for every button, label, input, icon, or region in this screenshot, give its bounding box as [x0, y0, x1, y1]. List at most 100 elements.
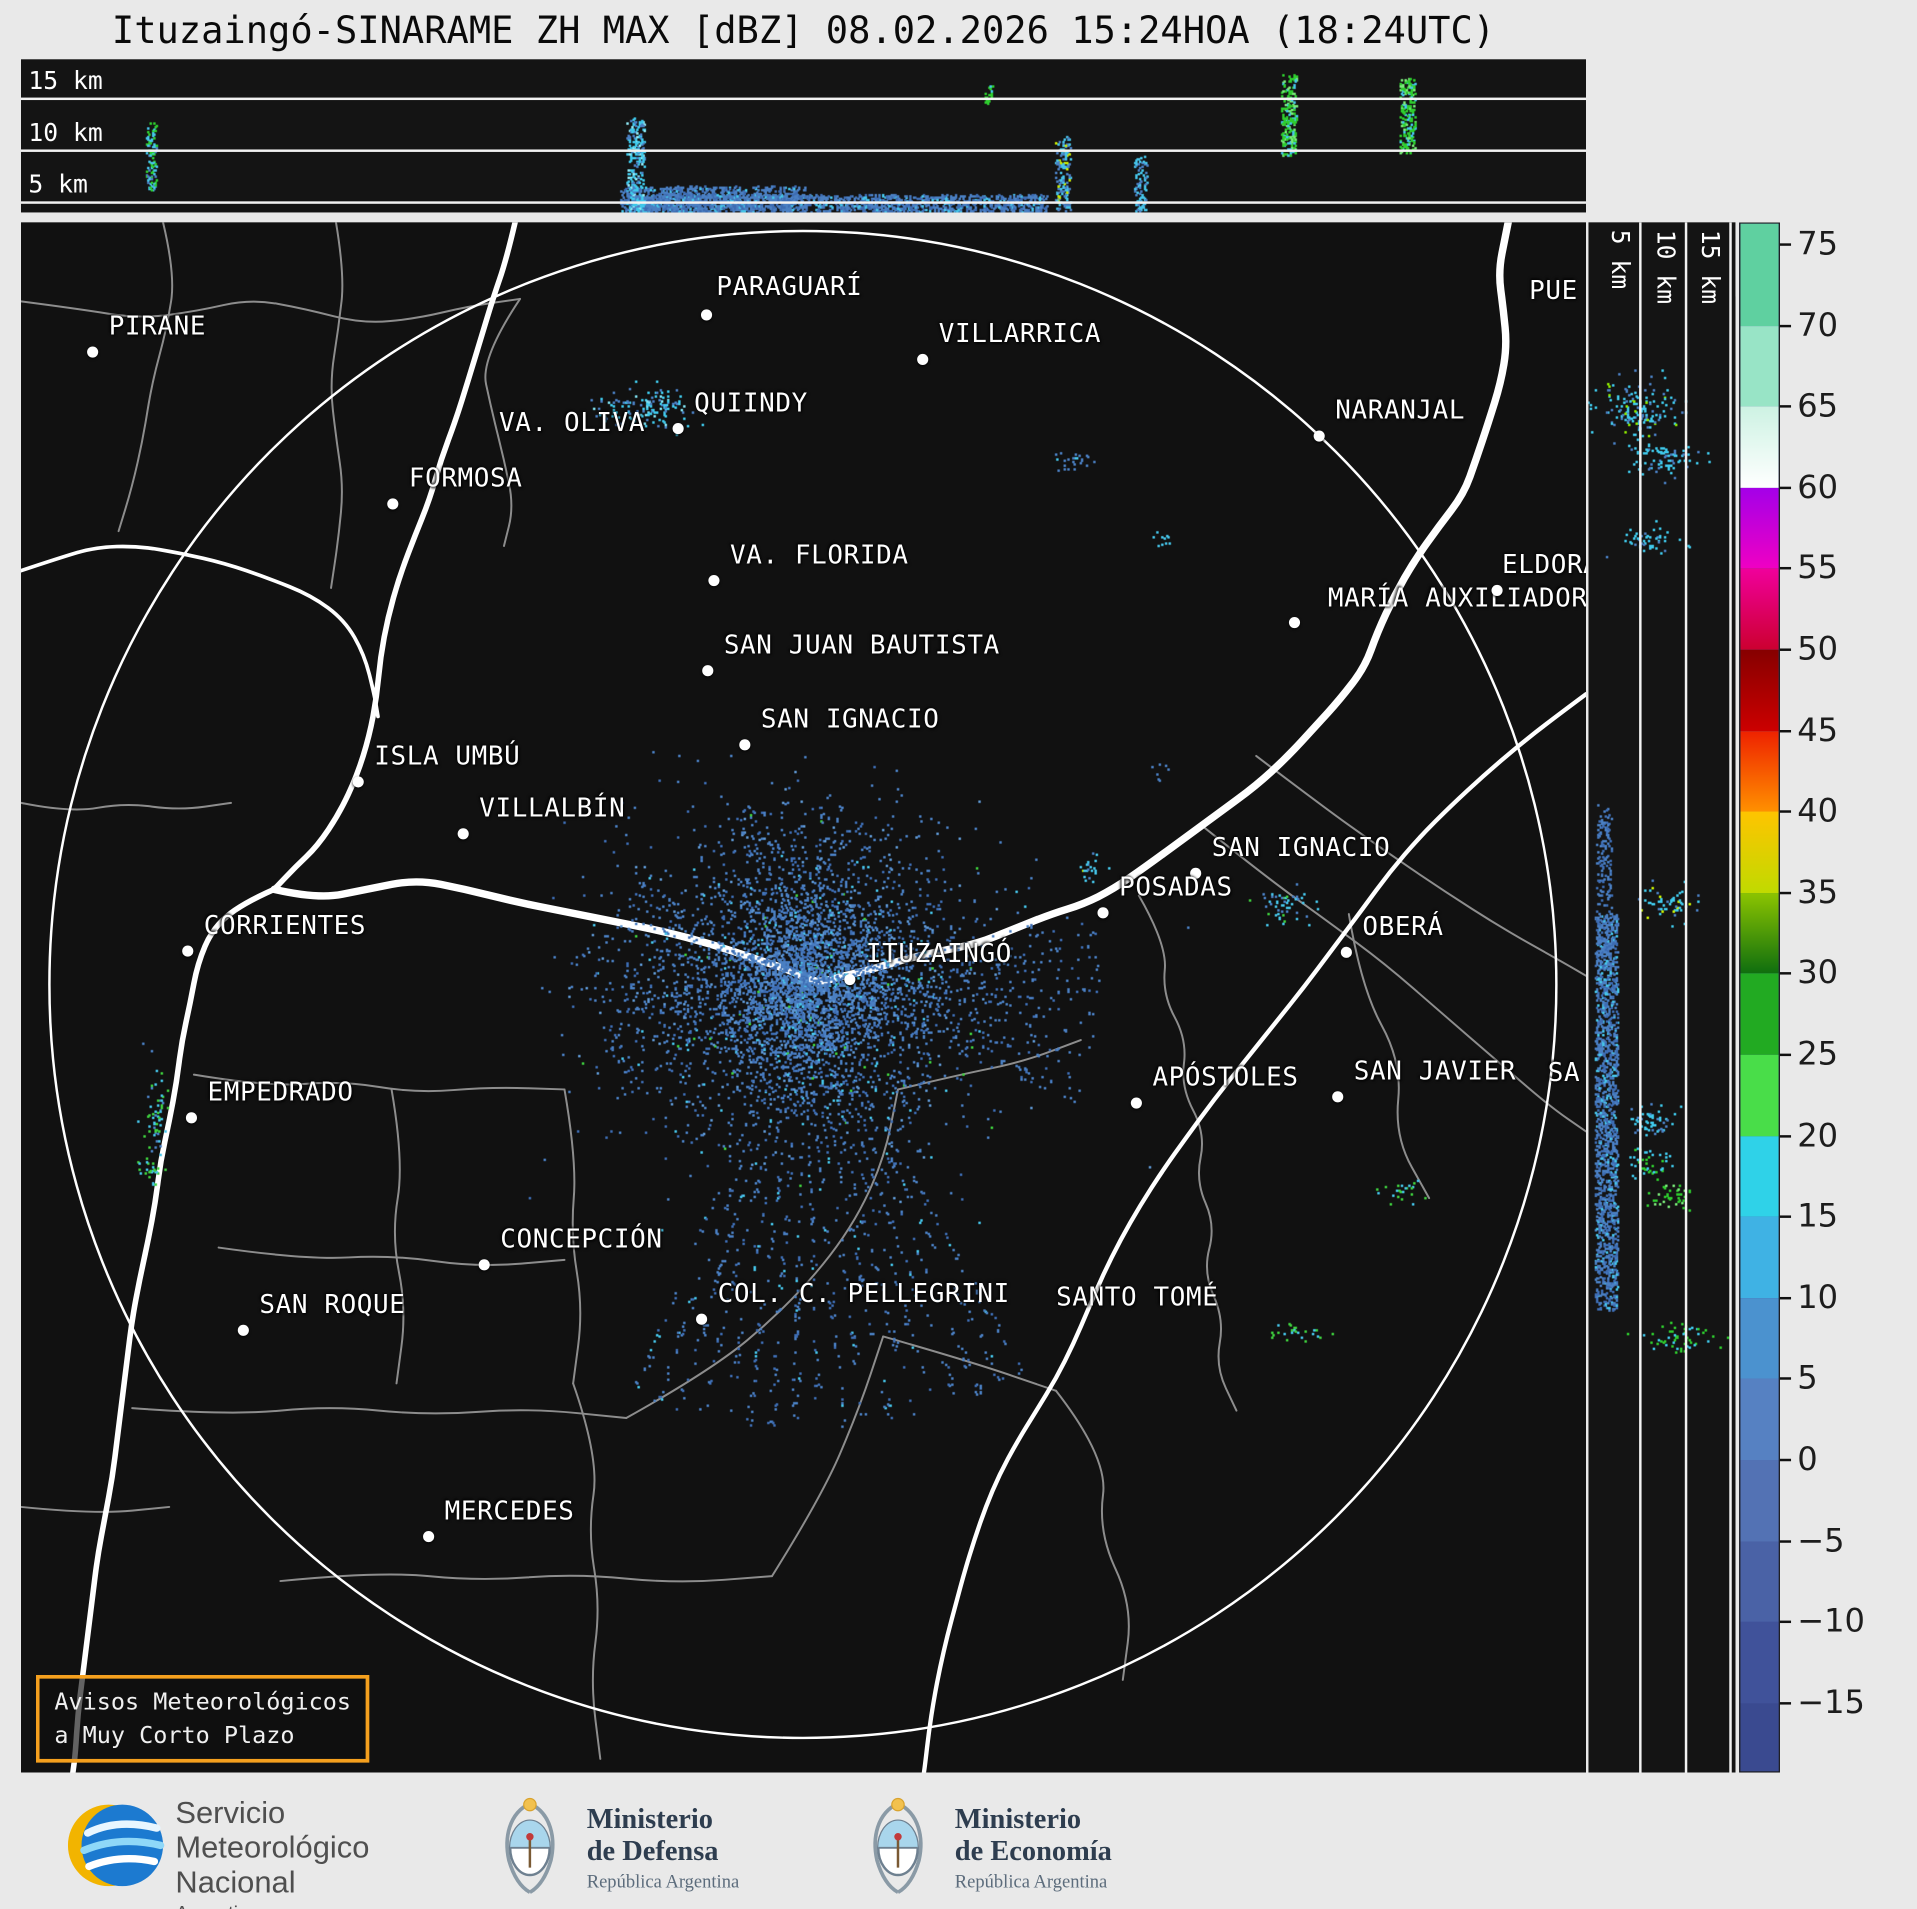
colorbar-band — [1740, 487, 1779, 569]
city-label: ITUZAINGÓ — [865, 938, 1012, 969]
smn-logo-icon — [67, 1804, 165, 1887]
city-dot — [844, 973, 856, 986]
height-label: 5 km — [28, 169, 88, 199]
ministry-line: Ministerio — [586, 1803, 713, 1835]
colorbar-tick-label: 75 — [1797, 226, 1839, 264]
city-dot — [1313, 430, 1325, 442]
colorbar-tick-label: 5 — [1797, 1360, 1818, 1398]
colorbar-tick-label: 0 — [1797, 1441, 1818, 1479]
colorbar-tick — [1779, 1134, 1792, 1138]
height-label: 15 km — [28, 65, 103, 96]
smn-name-line: Servicio — [175, 1795, 286, 1831]
city-dot — [423, 1531, 435, 1543]
colorbar-tick-label: 45 — [1797, 712, 1839, 750]
colorbar-tick — [1779, 1701, 1792, 1705]
city-label: SAN ROQUE — [259, 1289, 406, 1320]
colorbar-tick-label: 70 — [1797, 307, 1839, 345]
colorbar-tick-label: −5 — [1797, 1522, 1845, 1560]
colorbar-ticks: 75 70 65 60 55 50 45 40 35 30 25 20 15 10 5 0 −5 −10 −15 — [1779, 224, 1916, 1772]
defensa-coat-of-arms-icon — [505, 1797, 555, 1894]
colorbar-tick — [1779, 1539, 1792, 1543]
city-dot — [457, 828, 469, 840]
city-label: CONCEPCIÓN — [500, 1224, 663, 1254]
height-label: 15 km — [1695, 229, 1726, 305]
city-label: COL. C. PELLEGRINI — [717, 1278, 1010, 1309]
colorbar-tick-label: −15 — [1797, 1684, 1865, 1722]
height-line — [20, 201, 1586, 204]
city-dot — [1340, 946, 1352, 958]
height-label: 10 km — [28, 117, 103, 147]
colorbar-band — [1740, 1054, 1779, 1136]
smn-name-line: Nacional — [175, 1865, 296, 1900]
height-line — [1729, 222, 1732, 1773]
smn-name-line: Meteorológico — [175, 1830, 370, 1866]
city-dot — [1332, 1091, 1344, 1103]
city-label: ISLA UMBÚ — [374, 741, 521, 771]
smn-wordmark: Servicio Meteorológico Nacional Argentin… — [175, 1796, 369, 1909]
colorbar-tick-label: −10 — [1797, 1603, 1865, 1641]
economia-wordmark: Ministerio de Economía República Argenti… — [955, 1803, 1112, 1893]
city-dot — [182, 945, 194, 957]
height-line — [1639, 222, 1642, 1773]
colorbar-tick — [1779, 1377, 1792, 1381]
city-dot — [708, 574, 720, 587]
colorbar-band — [1740, 730, 1779, 812]
colorbar-band — [1740, 892, 1779, 974]
city-label: VA. OLIVA — [499, 407, 646, 438]
city-dot — [87, 346, 99, 358]
colorbar-tick — [1779, 1458, 1792, 1462]
colorbar-tick — [1779, 729, 1792, 733]
colorbar-tick-label: 30 — [1797, 955, 1839, 993]
ministry-line: Ministerio — [954, 1803, 1082, 1835]
colorbar-band — [1740, 1703, 1779, 1772]
city-dot — [387, 498, 399, 510]
alert-line-2: a Muy Corto Plazo — [54, 1721, 295, 1749]
smn-country: Argentina — [175, 1903, 369, 1909]
height-line — [1684, 222, 1688, 1773]
radar-echoes — [20, 222, 1586, 1773]
colorbar-tick-label: 50 — [1797, 631, 1839, 669]
city-dot — [478, 1259, 490, 1271]
colorbar-band — [1740, 1541, 1779, 1623]
colorbar-band — [1740, 406, 1779, 488]
colorbar-band — [1740, 1135, 1779, 1218]
city-dot — [1130, 1097, 1142, 1109]
alert-box: Avisos Meteorológicos a Muy Corto Plazo — [35, 1674, 370, 1763]
colorbar-tick-label: 60 — [1797, 469, 1839, 507]
city-label: EMPEDRADO — [207, 1077, 354, 1107]
colorbar-tick-label: 10 — [1797, 1279, 1839, 1317]
ns-cross-section-echoes — [1588, 222, 1736, 1773]
colorbar-tick-label: 55 — [1797, 550, 1839, 588]
city-dot — [917, 353, 929, 366]
city-label: OBERÁ — [1362, 911, 1444, 942]
city-dot — [700, 309, 713, 321]
footer: Servicio Meteorológico Nacional Argentin… — [0, 1794, 1917, 1909]
economia-coat-of-arms-icon — [873, 1797, 923, 1894]
city-label: NARANJAL — [1335, 395, 1466, 425]
city-label: SANTO TOMÉ — [1056, 1282, 1219, 1312]
colorbar-tick — [1779, 486, 1792, 489]
ew-cross-section-echoes — [20, 59, 1586, 213]
city-dot — [739, 739, 751, 751]
colorbar-band — [1740, 1379, 1779, 1461]
colorbar-tick-label: 20 — [1797, 1117, 1839, 1155]
colorbar-band — [1740, 223, 1779, 326]
colorbar-tick — [1779, 243, 1792, 246]
colorbar-band — [1740, 973, 1779, 1055]
city-label: APÓSTOLES — [1152, 1062, 1299, 1092]
city-label: SA — [1547, 1057, 1581, 1087]
city-label: FORMOSA — [408, 463, 523, 493]
product-title: Ituzaingó-SINARAME ZH MAX [dBZ] 08.02.20… — [111, 9, 1496, 54]
ministry-line: de Economía — [954, 1835, 1112, 1867]
colorbar-tick — [1779, 567, 1792, 570]
colorbar-tick-label: 15 — [1797, 1198, 1839, 1236]
city-dot — [1491, 584, 1503, 596]
colorbar-band — [1740, 325, 1779, 407]
colorbar-tick — [1779, 648, 1792, 652]
city-dot — [352, 776, 364, 788]
radar-map-panel: PIRANE PARAGUARÍ VILLARRICA VA. OLIVA QUIIND… — [20, 222, 1586, 1773]
colorbar-tick — [1779, 1215, 1792, 1219]
city-label: CORRIENTES — [203, 910, 367, 940]
ministry-sub: República Argentina — [954, 1872, 1108, 1893]
colorbar-band — [1740, 1298, 1779, 1380]
